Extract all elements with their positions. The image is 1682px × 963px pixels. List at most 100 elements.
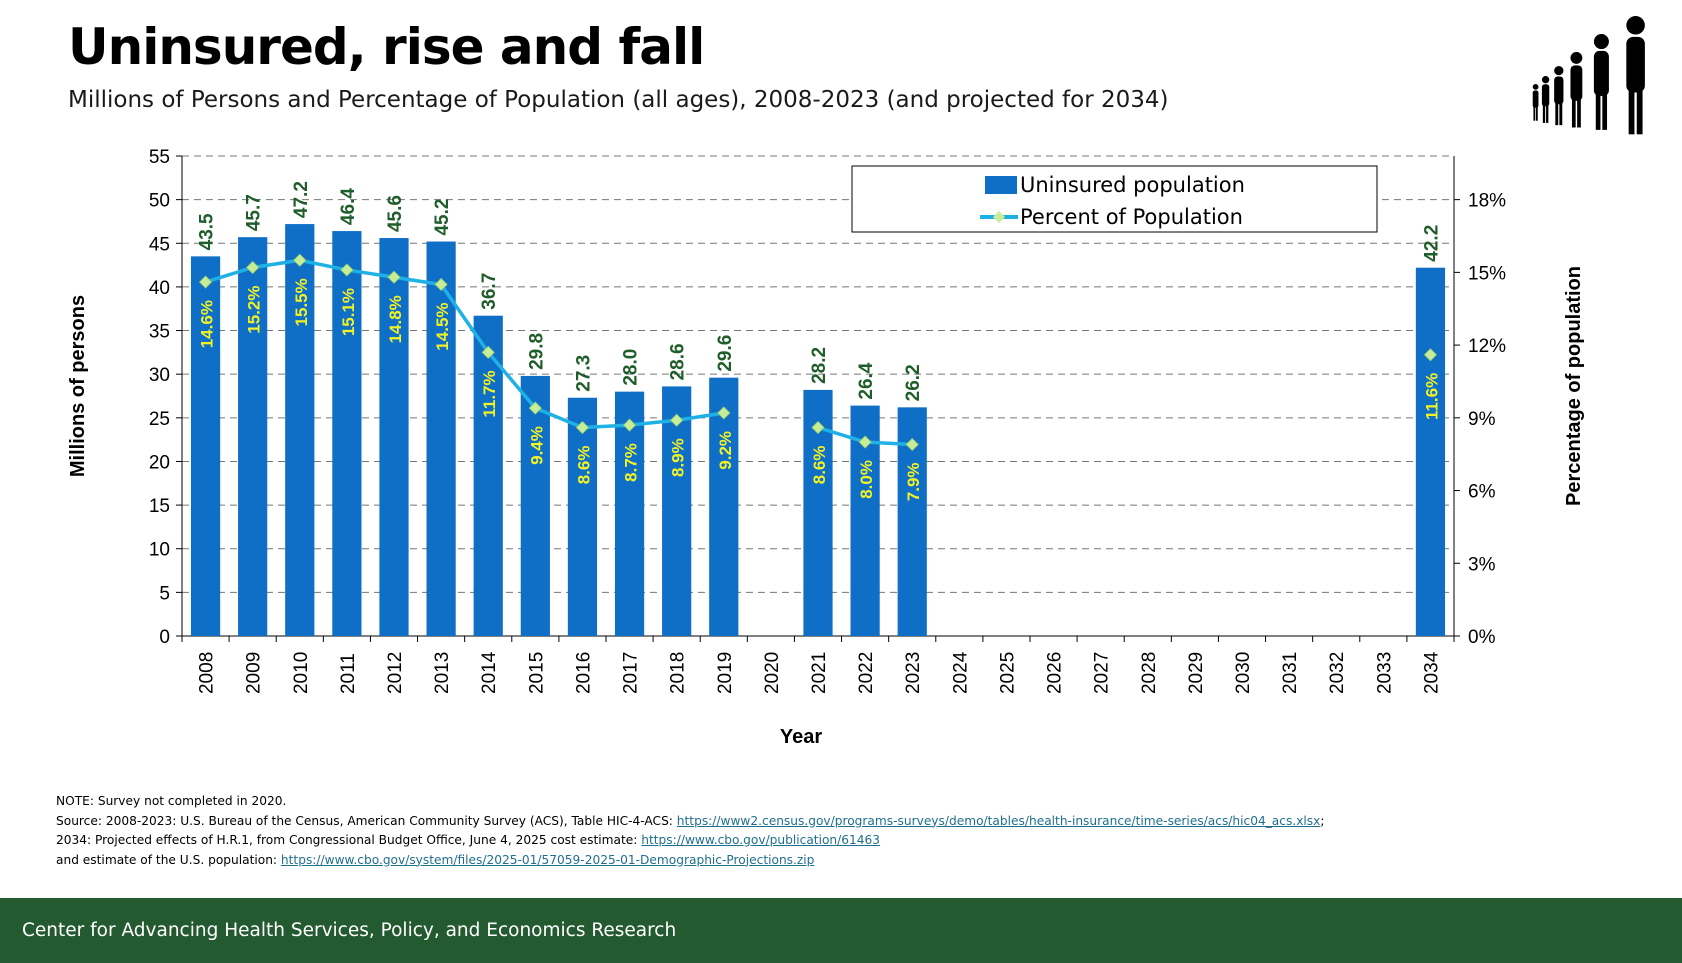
y2-tick-label: 15%: [1468, 263, 1506, 284]
page-title: Uninsured, rise and fall: [68, 18, 705, 76]
y2-tick-label: 0%: [1468, 627, 1496, 648]
percent-marker: [246, 260, 260, 275]
bar: [285, 224, 315, 636]
x-tick-label: 2023: [903, 652, 924, 694]
people-silhouettes-icon: [1532, 16, 1645, 135]
bar-value-label: 45.2: [432, 199, 453, 236]
bar-value-label: 26.4: [856, 362, 877, 399]
bar: [426, 241, 456, 636]
percent-marker: [717, 406, 731, 420]
percent-value-label: 7.9%: [904, 462, 923, 501]
percent-value-label: 9.2%: [716, 431, 735, 470]
percent-value-label: 8.9%: [669, 438, 688, 477]
x-tick-label: 2015: [526, 652, 547, 694]
bar-value-label: 26.2: [903, 364, 924, 401]
x-tick-label: 2020: [762, 652, 783, 694]
bar-value-label: 28.2: [809, 347, 830, 384]
x-tick-label: 2010: [291, 652, 312, 694]
x-tick-label: 2028: [1139, 652, 1160, 694]
percent-marker: [434, 277, 448, 292]
percent-value-label: 15.1%: [339, 288, 358, 336]
bar-value-label: 28.0: [621, 349, 642, 386]
data-labels: 43.5 45.7 47.2 46.4 45.6 45.2 36.7 29.8 27.3 28.0…: [197, 181, 1443, 501]
y-tick-label: 5: [159, 583, 170, 604]
y-tick-label: 50: [149, 191, 170, 212]
percent-marker: [670, 413, 684, 427]
bar-value-label: 29.8: [526, 333, 547, 370]
bar-value-label: 27.3: [573, 355, 594, 392]
percent-value-label: 9.4%: [527, 426, 546, 465]
y2-tick-label: 18%: [1468, 191, 1506, 212]
percent-value-label: 8.7%: [622, 443, 641, 482]
percent-value-label: 8.0%: [857, 460, 876, 499]
source-line-census: Source: 2008-2023: U.S. Bureau of the Ce…: [56, 812, 1656, 832]
bar: [332, 231, 362, 636]
y2-tick-label: 3%: [1468, 554, 1496, 575]
percent-value-label: 11.6%: [1422, 373, 1441, 420]
percent-value-label: 14.6%: [198, 300, 217, 348]
bar-value-label: 29.6: [715, 335, 736, 372]
x-tick-label: 2024: [950, 651, 971, 694]
census-link[interactable]: https://www2.census.gov/programs-surveys…: [676, 813, 1321, 828]
source-text: and estimate of the U.S. population:: [56, 852, 281, 867]
percent-marker: [575, 420, 590, 435]
bar: [520, 375, 550, 636]
percent-value-label: 8.6%: [810, 446, 829, 485]
bar: [709, 377, 739, 636]
bar-value-label: 45.6: [385, 195, 406, 232]
x-tick-label: 2008: [197, 652, 218, 694]
y-tick-label: 45: [149, 234, 170, 255]
page-subtitle: Millions of Persons and Percentage of Po…: [68, 87, 1169, 113]
note-text: NOTE: Survey not completed in 2020.: [56, 794, 287, 808]
percent-marker: [481, 345, 495, 359]
y-tick-label: 15: [149, 496, 170, 517]
percent-marker: [858, 435, 872, 449]
bar-value-label: 42.2: [1421, 225, 1442, 262]
x-tick-label: 2025: [997, 652, 1018, 694]
x-tick-label: 2011: [338, 653, 359, 694]
bar: [662, 386, 692, 636]
line-series: [198, 253, 1438, 452]
y-tick-label: 35: [149, 322, 170, 343]
x-tick-label: 2014: [479, 651, 500, 694]
source-line-cbo: 2034: Projected effects of H.R.1, from C…: [56, 831, 1656, 851]
y-tick-label: 20: [149, 452, 170, 473]
bar: [567, 397, 598, 636]
source-text: Source: 2008-2023: U.S. Bureau of the Ce…: [56, 813, 677, 828]
axes: 05101520253035404550550%3%6%9%12%15%18%2…: [149, 147, 1506, 694]
percent-value-label: 14.5%: [433, 302, 452, 350]
x-tick-label: 2009: [244, 652, 265, 694]
percent-marker: [622, 418, 637, 432]
x-tick-label: 2013: [432, 652, 453, 694]
percent-value-label: 8.6%: [574, 446, 593, 485]
percent-value-label: 14.8%: [386, 295, 405, 343]
bar-value-label: 36.7: [479, 273, 500, 310]
x-tick-label: 2027: [1092, 652, 1113, 694]
percent-value-label: 11.7%: [480, 370, 499, 417]
bar: [238, 237, 268, 636]
x-tick-label: 2021: [809, 652, 830, 694]
x-axis-title: Year: [780, 726, 822, 748]
legend-line-label: Percent of Population: [1020, 205, 1243, 229]
bar-value-label: 43.5: [197, 213, 218, 250]
percent-marker: [340, 263, 354, 277]
x-tick-label: 2012: [385, 652, 406, 694]
legend-box: [851, 165, 1378, 233]
bar-value-label: 28.6: [668, 343, 689, 380]
percent-marker: [293, 253, 307, 267]
x-tick-label: 2016: [573, 652, 594, 694]
cbo-demographic-link[interactable]: https://www.cbo.gov/system/files/2025-01…: [280, 852, 815, 867]
legend-bar-label: Uninsured population: [1020, 173, 1245, 197]
y2-tick-label: 12%: [1468, 336, 1506, 357]
bar-value-label: 46.4: [338, 188, 359, 225]
y-tick-label: 10: [149, 540, 170, 561]
y-tick-label: 30: [149, 365, 170, 386]
bar-value-label: 47.2: [291, 181, 312, 218]
cbo-publication-link[interactable]: https://www.cbo.gov/publication/61463: [641, 833, 881, 847]
x-tick-label: 2033: [1374, 652, 1395, 694]
x-tick-label: 2031: [1280, 652, 1301, 694]
x-tick-label: 2019: [715, 652, 736, 694]
y-axis-title: Millions of persons: [67, 295, 89, 477]
percent-line: [205, 258, 725, 430]
x-tick-label: 2022: [856, 652, 877, 694]
